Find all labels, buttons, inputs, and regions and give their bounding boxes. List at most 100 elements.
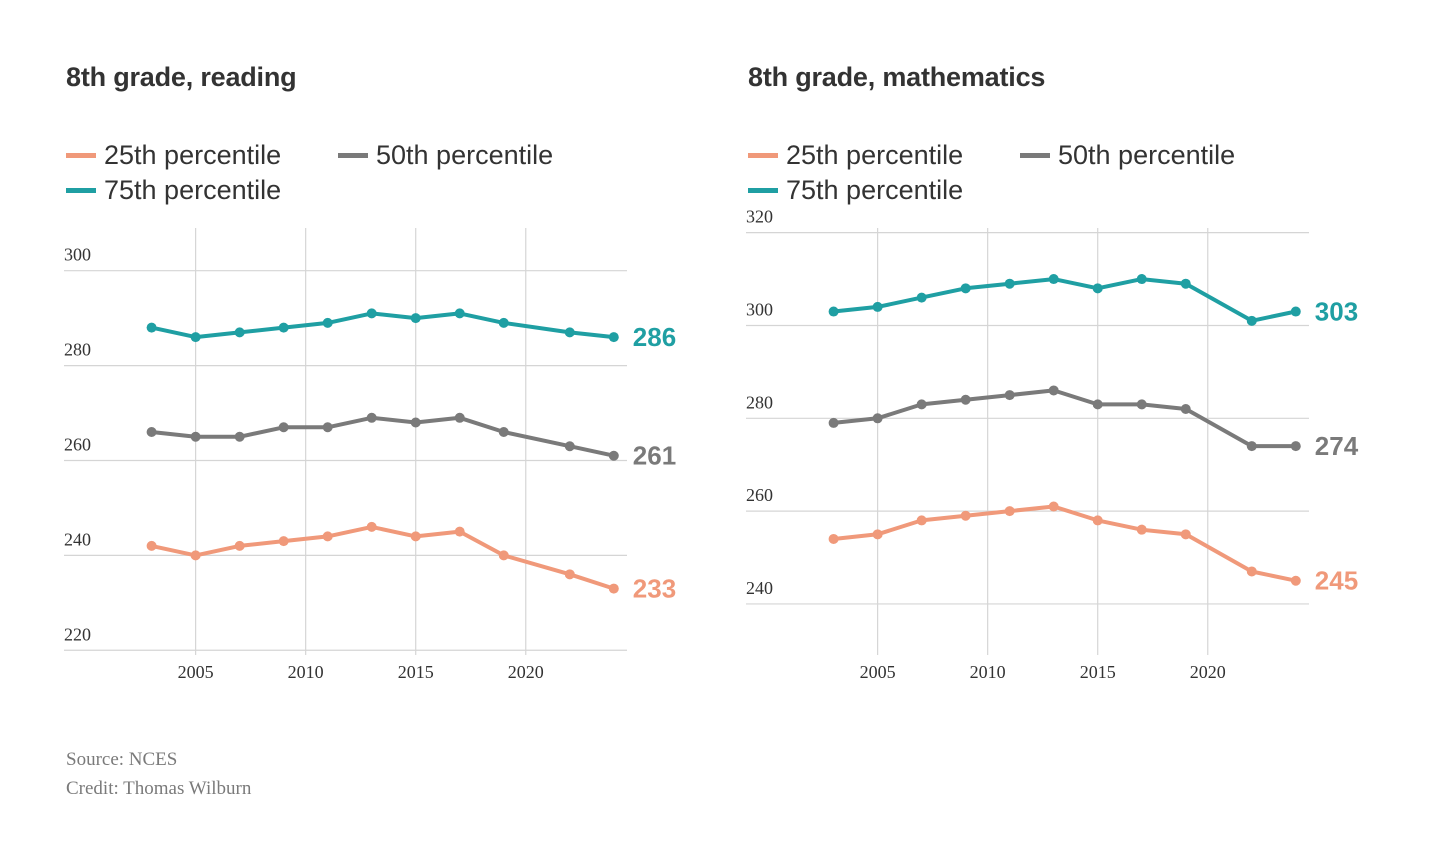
data-point-p75 bbox=[146, 322, 157, 333]
legend-label-75th: 75th percentile bbox=[786, 175, 964, 205]
data-point-p75 bbox=[1136, 274, 1147, 285]
data-point-p50 bbox=[190, 431, 201, 442]
end-value-label-p75: 303 bbox=[1315, 297, 1358, 327]
end-value-label-p50: 274 bbox=[1315, 431, 1359, 461]
data-point-p25 bbox=[1180, 529, 1191, 540]
data-point-p25 bbox=[454, 526, 465, 537]
data-point-p50 bbox=[278, 422, 289, 433]
data-point-p75 bbox=[410, 313, 421, 324]
data-point-p50 bbox=[608, 450, 619, 461]
data-point-p75 bbox=[564, 327, 575, 338]
series-line-p75 bbox=[831, 277, 1298, 323]
x-tick-label: 2015 bbox=[1080, 662, 1116, 682]
data-point-p50 bbox=[1136, 399, 1147, 410]
legend-label-50th: 50th percentile bbox=[376, 140, 554, 170]
data-point-p25 bbox=[1246, 566, 1257, 577]
data-point-p75 bbox=[498, 317, 509, 328]
data-point-p25 bbox=[564, 569, 575, 580]
data-point-p75 bbox=[234, 327, 245, 338]
data-point-p25 bbox=[234, 540, 245, 551]
y-tick-label: 220 bbox=[64, 624, 91, 644]
data-point-p75 bbox=[278, 322, 289, 333]
data-point-p50 bbox=[872, 413, 883, 424]
end-value-label-p25: 233 bbox=[633, 574, 676, 604]
end-value-label-p25: 245 bbox=[1315, 566, 1358, 596]
reading-chart-panel: 8th grade, reading 25th percentile 50th … bbox=[0, 0, 700, 740]
data-point-p75 bbox=[1180, 278, 1191, 289]
y-tick-label: 320 bbox=[746, 207, 773, 227]
data-point-p75 bbox=[608, 332, 619, 343]
data-point-p50 bbox=[146, 427, 157, 438]
legend-swatch-25th bbox=[748, 153, 778, 158]
data-point-p50 bbox=[1180, 404, 1191, 415]
data-point-p50 bbox=[1246, 441, 1257, 452]
credit-note: Credit: Thomas Wilburn bbox=[66, 778, 252, 799]
data-point-p50 bbox=[960, 394, 971, 405]
data-point-p75 bbox=[828, 306, 839, 317]
legend-item-25th: 25th percentile bbox=[748, 140, 963, 171]
reading-chart-title: 8th grade, reading bbox=[66, 62, 297, 92]
data-point-p75 bbox=[322, 317, 333, 328]
data-point-p50 bbox=[564, 441, 575, 452]
series-line-p50 bbox=[149, 415, 616, 458]
legend-label-75th: 75th percentile bbox=[104, 175, 282, 205]
y-tick-label: 240 bbox=[746, 578, 773, 598]
data-point-p25 bbox=[1290, 575, 1301, 586]
legend-swatch-50th bbox=[338, 153, 368, 158]
x-tick-label: 2005 bbox=[860, 662, 896, 682]
data-point-p25 bbox=[322, 531, 333, 542]
mathematics-chart-panel: 8th grade, mathematics 25th percentile 5… bbox=[682, 0, 1382, 740]
legend-label-25th: 25th percentile bbox=[786, 140, 964, 170]
legend-item-50th: 50th percentile bbox=[338, 140, 553, 171]
data-point-p50 bbox=[828, 417, 839, 428]
data-point-p75 bbox=[366, 308, 377, 319]
legend-label-25th: 25th percentile bbox=[104, 140, 282, 170]
x-tick-label: 2010 bbox=[288, 662, 324, 682]
data-point-p50 bbox=[410, 417, 421, 428]
data-point-p75 bbox=[190, 332, 201, 343]
data-point-p25 bbox=[916, 515, 927, 526]
x-tick-label: 2005 bbox=[178, 662, 214, 682]
data-point-p25 bbox=[608, 583, 619, 594]
data-point-p50 bbox=[454, 412, 465, 423]
data-point-p25 bbox=[410, 531, 421, 542]
data-point-p75 bbox=[872, 301, 883, 312]
data-point-p50 bbox=[1004, 390, 1015, 401]
y-tick-label: 280 bbox=[64, 340, 91, 360]
data-point-p75 bbox=[1092, 283, 1103, 294]
series-line-p25 bbox=[831, 504, 1298, 583]
x-tick-label: 2015 bbox=[398, 662, 434, 682]
x-tick-label: 2020 bbox=[1190, 662, 1226, 682]
legend-item-25th: 25th percentile bbox=[66, 140, 281, 171]
data-point-p25 bbox=[498, 550, 509, 561]
end-value-label-p75: 286 bbox=[633, 322, 676, 352]
data-point-p25 bbox=[960, 510, 971, 521]
legend-item-50th: 50th percentile bbox=[1020, 140, 1235, 171]
y-tick-label: 260 bbox=[64, 434, 91, 454]
source-note: Source: NCES bbox=[66, 749, 178, 770]
legend-swatch-25th bbox=[66, 153, 96, 158]
data-point-p50 bbox=[1290, 441, 1301, 452]
data-point-p75 bbox=[454, 308, 465, 319]
y-tick-label: 240 bbox=[64, 529, 91, 549]
data-point-p25 bbox=[366, 521, 377, 532]
data-point-p75 bbox=[960, 283, 971, 294]
data-point-p50 bbox=[1092, 399, 1103, 410]
legend-swatch-75th bbox=[748, 188, 778, 193]
data-point-p25 bbox=[1048, 501, 1059, 512]
series-line-p75 bbox=[149, 311, 616, 340]
legend-item-75th: 75th percentile bbox=[748, 175, 963, 206]
legend-label-50th: 50th percentile bbox=[1058, 140, 1236, 170]
y-tick-label: 300 bbox=[746, 299, 773, 319]
data-point-p25 bbox=[872, 529, 883, 540]
data-point-p25 bbox=[828, 533, 839, 544]
mathematics-line-chart: 240 260 280 300 320 2005 2010 2015 2020 245 274 303 bbox=[746, 207, 1359, 682]
data-point-p25 bbox=[146, 540, 157, 551]
data-point-p75 bbox=[916, 292, 927, 303]
y-tick-label: 260 bbox=[746, 485, 773, 505]
data-point-p50 bbox=[1048, 385, 1059, 396]
series-line-p25 bbox=[149, 524, 616, 591]
data-point-p25 bbox=[278, 536, 289, 547]
data-point-p50 bbox=[234, 431, 245, 442]
data-point-p25 bbox=[1004, 506, 1015, 517]
